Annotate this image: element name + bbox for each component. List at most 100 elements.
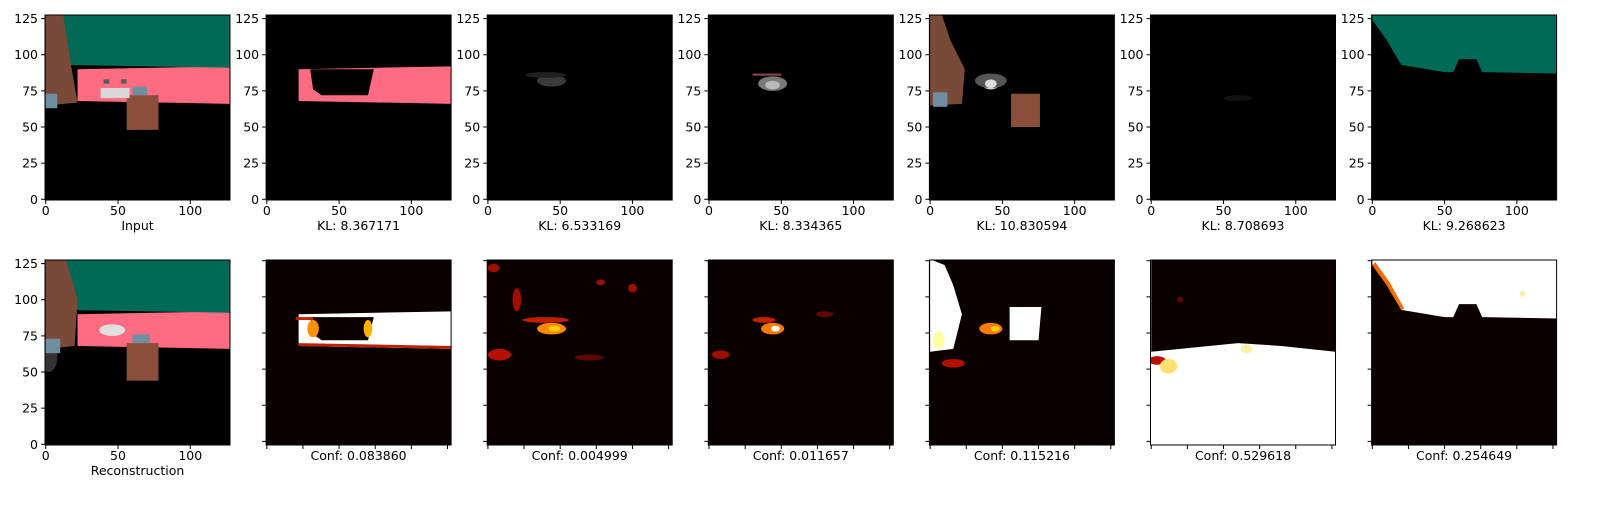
panel: Conf: 0.115216 xyxy=(925,259,1115,463)
y-tick-label: 75 xyxy=(22,83,38,98)
x-tick-label: 50 xyxy=(1437,203,1453,218)
pixel-region xyxy=(1151,260,1336,352)
x-tick-label: 0 xyxy=(484,203,492,218)
pixel-region xyxy=(1011,93,1040,128)
y-tick-label: 25 xyxy=(906,156,922,171)
y-tick-label: 75 xyxy=(1349,83,1365,98)
pixel-region xyxy=(310,317,374,341)
panel: Conf: 0.254649 xyxy=(1367,259,1558,463)
y-tick-label: 75 xyxy=(1128,83,1144,98)
x-tick-label: 100 xyxy=(842,203,866,218)
y-tick-label: 75 xyxy=(906,83,922,98)
x-tick-label: 50 xyxy=(994,203,1010,218)
y-tick-label: 50 xyxy=(1128,120,1144,135)
y-tick-label: 0 xyxy=(30,192,38,207)
image xyxy=(487,260,673,445)
y-tick-label: 100 xyxy=(677,47,701,62)
y-tick-label: 100 xyxy=(14,292,38,307)
y-tick-label: 50 xyxy=(22,120,38,135)
pixel-region xyxy=(1372,15,1557,74)
x-axis-label: KL: 8.708693 xyxy=(1202,218,1285,233)
x-tick-label: 50 xyxy=(331,203,347,218)
panel: 0 50 100 0 25 50 75 100 125 KL: 6.533169 xyxy=(456,11,673,233)
x-tick-label: 0 xyxy=(926,203,934,218)
image xyxy=(45,15,230,200)
pixel-region xyxy=(298,343,452,349)
y-tick-label: 25 xyxy=(1128,156,1144,171)
pixel-region xyxy=(1372,262,1405,310)
pixel-region xyxy=(45,260,230,313)
pixel-region xyxy=(574,354,604,361)
x-axis-label: Reconstruction xyxy=(91,463,185,478)
image xyxy=(708,260,894,445)
axes-frame xyxy=(928,14,1115,201)
pixel-region xyxy=(307,319,319,338)
pixel-region xyxy=(815,311,834,318)
y-tick-label: 125 xyxy=(899,11,923,26)
pixel-region xyxy=(771,325,780,332)
panel: Conf: 0.083860 xyxy=(262,259,452,463)
image xyxy=(266,260,452,445)
x-tick-label: 100 xyxy=(621,203,645,218)
y-tick-label: 125 xyxy=(677,11,701,26)
image xyxy=(1150,260,1336,445)
y-tick-label: 25 xyxy=(1349,156,1365,171)
pixel-region xyxy=(487,348,512,361)
panel: 0 50 100 0 25 50 75 100 125 Input xyxy=(14,11,231,233)
pixel-region xyxy=(487,15,673,200)
pixel-region xyxy=(487,260,673,445)
y-tick-label: 125 xyxy=(14,256,38,271)
y-tick-label: 25 xyxy=(22,401,38,416)
y-tick-label: 25 xyxy=(464,156,480,171)
y-tick-label: 75 xyxy=(22,328,38,343)
y-tick-label: 100 xyxy=(14,47,38,62)
y-tick-label: 0 xyxy=(251,192,259,207)
pixel-region xyxy=(930,260,962,352)
pixel-region xyxy=(1009,306,1042,341)
y-tick-label: 50 xyxy=(1349,120,1365,135)
panel: 0 50 100 0 25 50 75 100 125 KL: 8.708693 xyxy=(1120,11,1336,233)
x-axis-label: Conf: 0.254649 xyxy=(1416,448,1512,463)
pixel-region xyxy=(596,279,605,286)
y-tick-label: 0 xyxy=(1136,192,1144,207)
x-axis-label: Conf: 0.004999 xyxy=(532,448,628,463)
pixel-region xyxy=(99,324,126,336)
pixel-region xyxy=(933,92,948,107)
pixel-region xyxy=(77,311,230,349)
axes-frame xyxy=(1150,259,1336,446)
y-tick-label: 25 xyxy=(22,156,38,171)
pixel-region xyxy=(990,325,1000,332)
image xyxy=(1371,260,1557,445)
pixel-region xyxy=(1177,296,1184,303)
y-tick-label: 75 xyxy=(243,83,259,98)
y-tick-label: 125 xyxy=(14,11,38,26)
pixel-region xyxy=(537,74,566,87)
pixel-region xyxy=(45,338,61,354)
x-tick-label: 0 xyxy=(1368,203,1376,218)
pixel-region xyxy=(132,86,147,96)
x-tick-label: 0 xyxy=(42,448,50,463)
x-tick-label: 100 xyxy=(399,203,423,218)
y-tick-label: 50 xyxy=(22,365,38,380)
y-tick-label: 100 xyxy=(456,47,480,62)
x-tick-label: 50 xyxy=(552,203,568,218)
y-tick-label: 75 xyxy=(464,83,480,98)
x-tick-label: 0 xyxy=(705,203,713,218)
y-tick-label: 100 xyxy=(1120,47,1144,62)
pixel-region xyxy=(628,283,637,293)
axes-frame xyxy=(486,259,673,446)
pixel-region xyxy=(1159,359,1178,374)
pixel-region xyxy=(765,80,780,90)
x-tick-label: 100 xyxy=(178,448,202,463)
pixel-region xyxy=(525,72,566,78)
x-tick-label: 100 xyxy=(1505,203,1529,218)
image xyxy=(929,15,1115,200)
panel: 0 50 100 0 25 50 75 100 125 KL: 9.268623 xyxy=(1341,11,1558,233)
y-tick-label: 125 xyxy=(1120,11,1144,26)
axes-frame xyxy=(265,259,452,446)
x-tick-label: 100 xyxy=(178,203,202,218)
pixel-region xyxy=(310,69,374,96)
y-tick-label: 0 xyxy=(472,192,480,207)
panel: 0 50 100 0 25 50 75 100 125 KL: 10.830594 xyxy=(899,11,1115,233)
